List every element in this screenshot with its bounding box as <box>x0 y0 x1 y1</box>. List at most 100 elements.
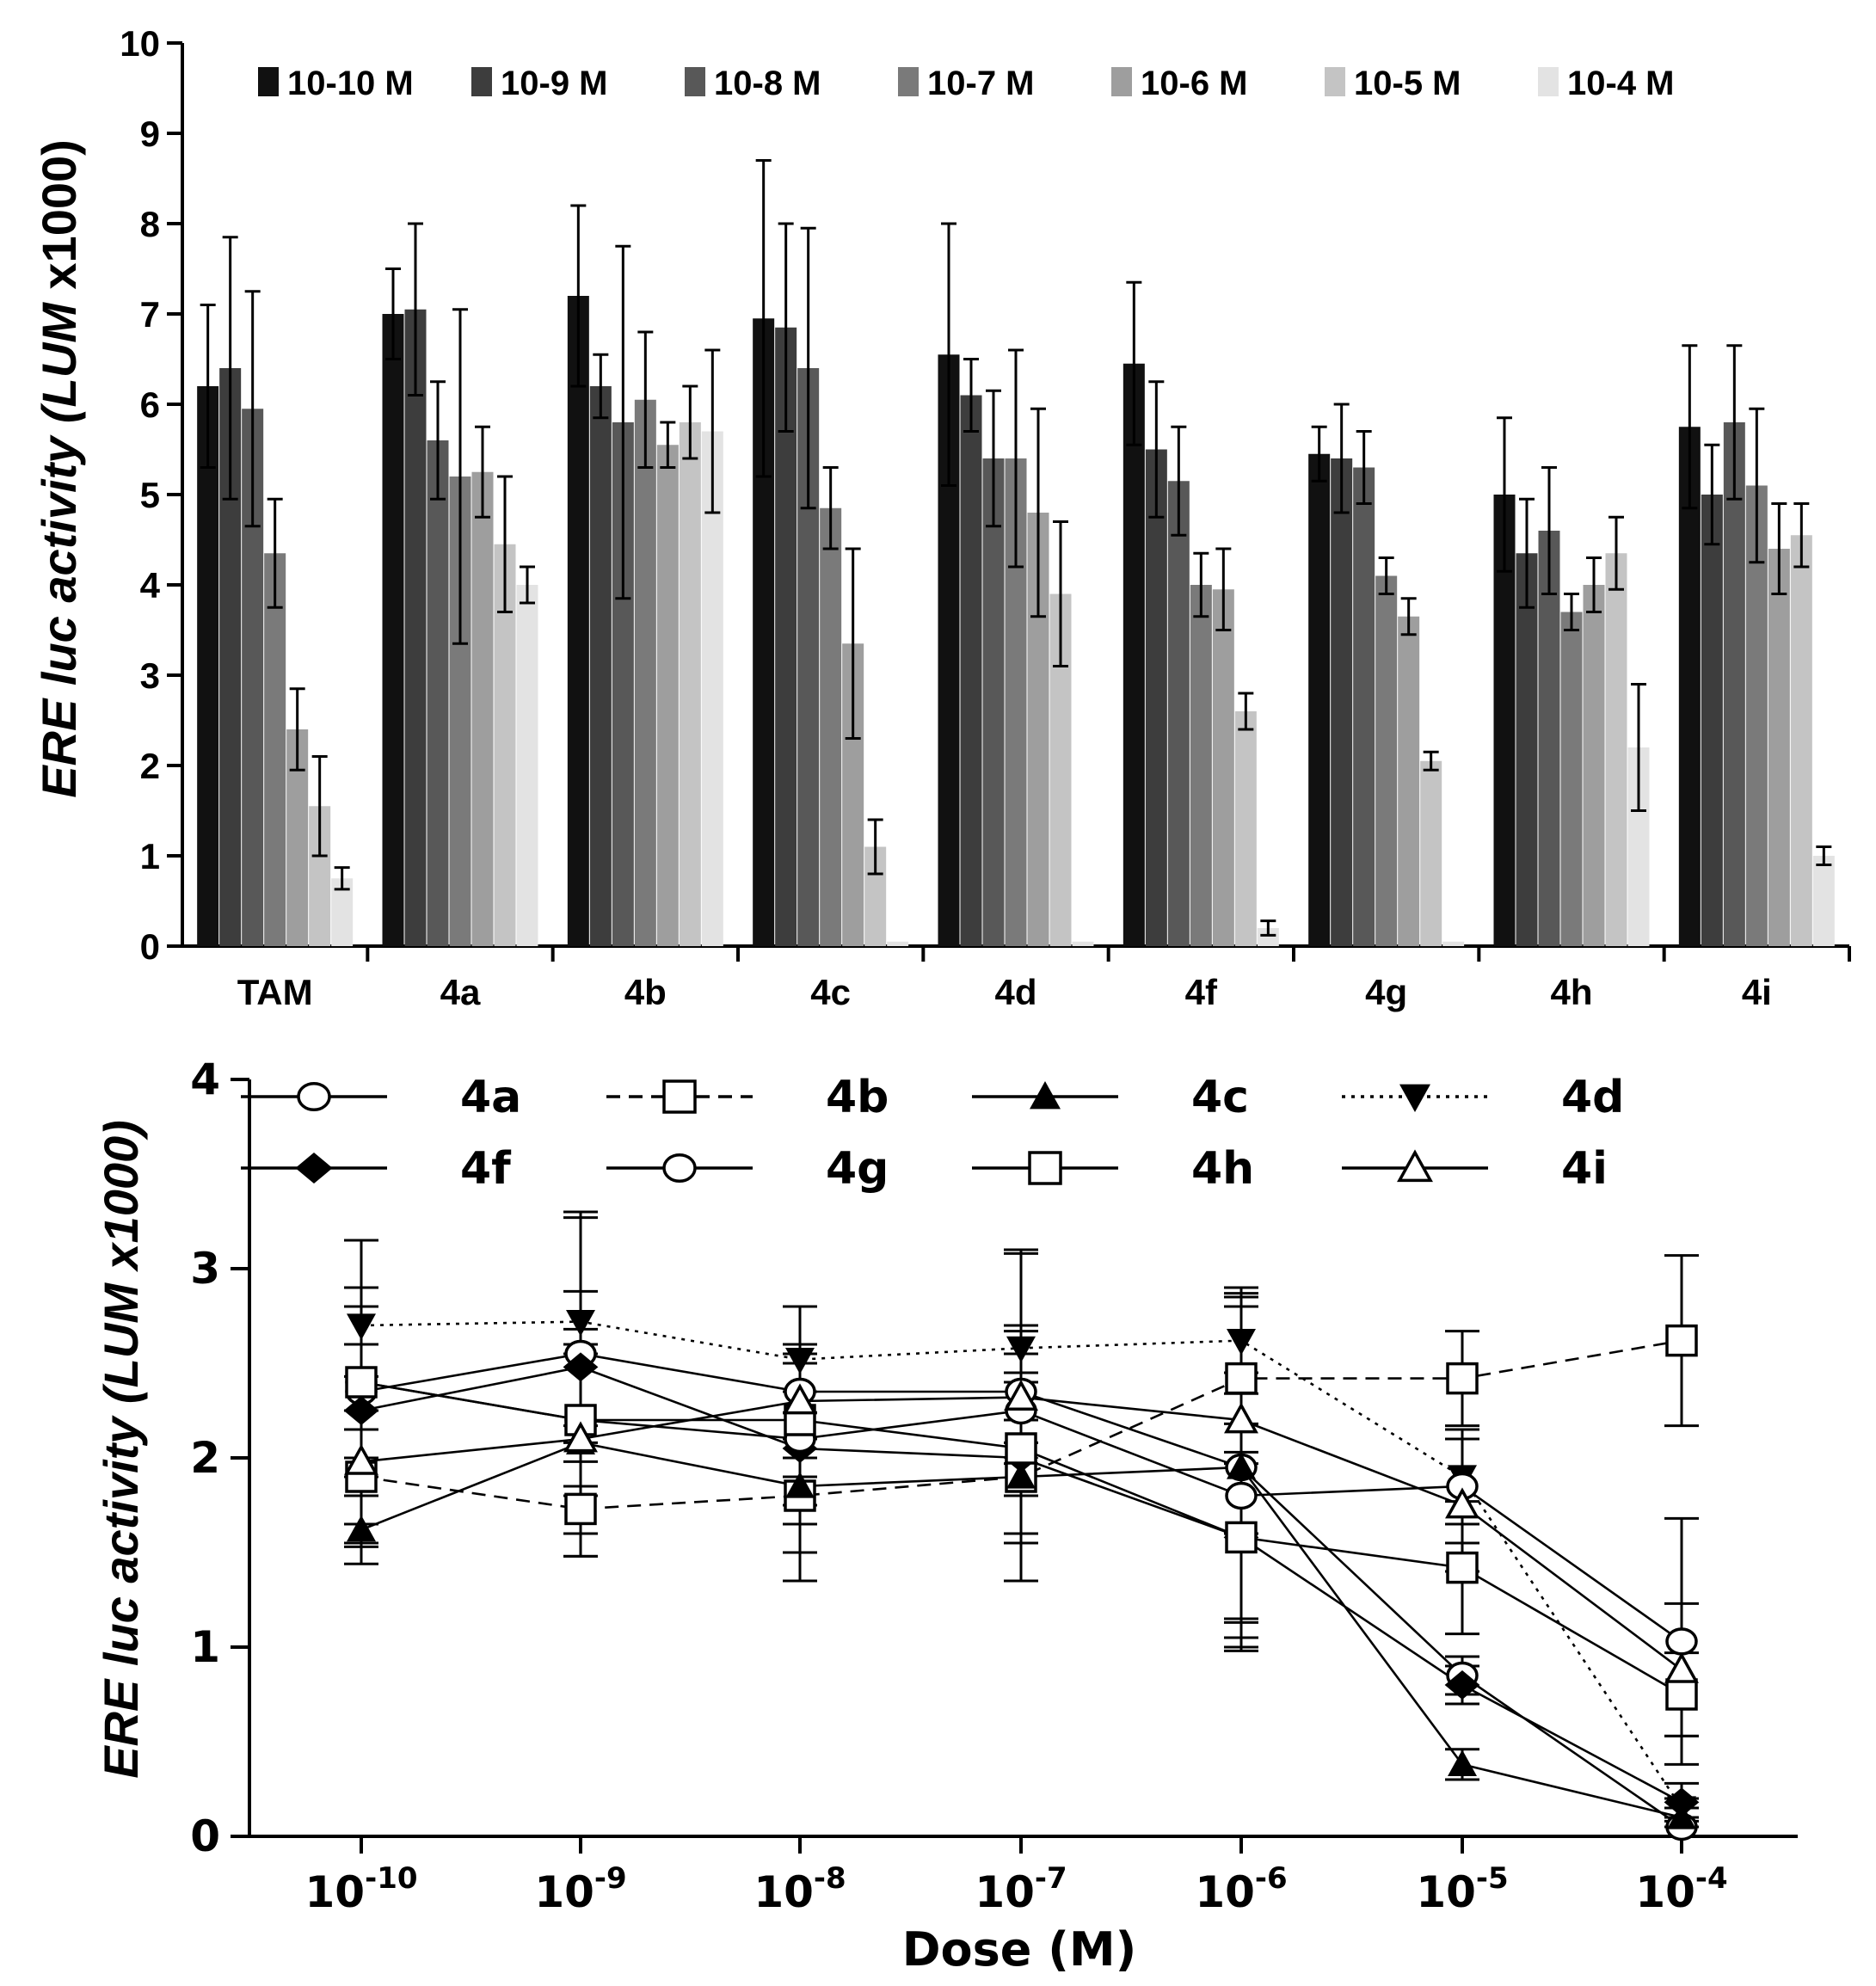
line-x-tick-label: 10-8 <box>753 1861 846 1917</box>
marker-triangle-up <box>1448 1749 1477 1776</box>
bar <box>982 458 1005 946</box>
marker-diamond <box>1444 1670 1480 1700</box>
marker-triangle-up-open <box>344 1443 378 1475</box>
bar <box>1790 535 1812 946</box>
tick-exponent: -8 <box>814 1861 846 1896</box>
tick-base: 10 <box>1635 1867 1695 1917</box>
marker-triangle-up-open <box>1397 1149 1433 1183</box>
tick-exponent: -5 <box>1476 1861 1509 1896</box>
bar <box>1583 585 1605 946</box>
bar-category-label: 4h <box>1550 972 1592 1012</box>
bar <box>1560 612 1583 946</box>
bar-y-tick-label: 10 <box>120 23 160 64</box>
marker-square <box>564 1492 597 1526</box>
bar <box>820 507 842 946</box>
tick-base: 10 <box>975 1867 1035 1917</box>
bar <box>887 941 909 946</box>
line-chart-y-axis-label: ERE luc activity (LUM x1000) <box>94 1120 148 1779</box>
line-legend-label: 4i <box>1561 1143 1608 1195</box>
line-legend-label: 4f <box>460 1143 512 1195</box>
bar-category-label: 4f <box>1185 972 1218 1012</box>
bar-category-label: 4d <box>994 972 1036 1012</box>
bar <box>960 395 982 946</box>
bar-legend-swatch <box>1538 67 1559 96</box>
bar <box>656 445 679 946</box>
bar-category-label: 4i <box>1742 972 1772 1012</box>
marker-square <box>1665 1324 1698 1357</box>
bar <box>1331 458 1353 946</box>
bar-legend-label: 10-7 M <box>927 65 1035 102</box>
marker-triangle-up-open <box>1004 1379 1038 1411</box>
line-y-tick-label: 0 <box>190 1811 220 1861</box>
marker-square <box>1225 1521 1258 1554</box>
line-y-tick-label: 3 <box>190 1244 220 1294</box>
marker-triangle-up <box>1227 1453 1256 1479</box>
bar <box>1701 495 1723 946</box>
bar <box>1353 467 1375 946</box>
marker-triangle-up <box>785 1472 815 1498</box>
bar-legend-swatch <box>471 67 492 96</box>
marker-square <box>662 1079 697 1114</box>
bar-y-tick-label: 4 <box>140 565 161 606</box>
marker-triangle-down <box>1006 1336 1036 1363</box>
bar-y-tick-label: 2 <box>140 746 160 786</box>
marker-square <box>1446 1362 1479 1395</box>
line-legend-label: 4g <box>826 1143 889 1195</box>
bar <box>1420 760 1442 946</box>
bar <box>1234 711 1257 946</box>
line-chart-legend: 4a 4b 4c 4d 4f 4g 4h 4i <box>241 1072 1624 1195</box>
bar-chart-y-axis-label: ERE luc activity (LUM x1000) <box>32 139 86 798</box>
bar <box>1257 928 1279 946</box>
bar-category-label: 4a <box>440 972 481 1012</box>
marker-triangle-up <box>347 1515 376 1542</box>
bar <box>1516 553 1538 946</box>
tick-base: 10 <box>753 1867 814 1917</box>
bar-y-tick-label: 6 <box>140 384 160 425</box>
bar-y-tick-label: 8 <box>140 204 160 244</box>
line-x-tick-label: 10-9 <box>534 1861 626 1917</box>
bar <box>1768 549 1790 946</box>
line-x-tick-label: 10-6 <box>1195 1861 1287 1917</box>
marker-triangle-down <box>566 1310 595 1337</box>
marker-triangle-up <box>1030 1081 1061 1110</box>
marker-square <box>345 1366 378 1399</box>
bar-category-label: 4b <box>624 972 667 1012</box>
line-x-tick-label: 10-5 <box>1416 1861 1508 1917</box>
marker-triangle-down <box>785 1348 815 1374</box>
bar <box>1145 449 1167 946</box>
marker-circle <box>662 1153 697 1184</box>
bar <box>264 553 286 946</box>
tick-base: 10 <box>304 1867 365 1917</box>
marker-diamond <box>343 1396 379 1425</box>
bar-category-label: TAM <box>237 972 313 1012</box>
bar <box>516 585 538 946</box>
bar-legend-label: 10-8 M <box>714 65 821 102</box>
line-chart-marks <box>343 1210 1700 1842</box>
bar <box>1123 363 1145 946</box>
tick-exponent: -4 <box>1695 1861 1728 1896</box>
marker-diamond <box>1664 1787 1700 1817</box>
tick-base: 10 <box>1416 1867 1476 1917</box>
bar <box>1190 585 1212 946</box>
bar <box>701 431 723 946</box>
bar <box>1167 481 1190 946</box>
bar <box>1678 427 1701 946</box>
bar-legend-swatch <box>1111 67 1132 96</box>
bar <box>427 440 449 946</box>
tick-exponent: -6 <box>1255 1861 1288 1896</box>
bar <box>197 386 219 946</box>
bar-legend-swatch <box>258 67 279 96</box>
marker-diamond <box>563 1352 599 1382</box>
line-x-tick-label: 10-4 <box>1635 1861 1727 1917</box>
bar-ylabel-part-1: ERE luc activity ( <box>32 403 86 798</box>
bar-y-tick-label: 9 <box>140 114 160 154</box>
marker-triangle-up-open <box>1445 1487 1479 1519</box>
bar <box>589 386 612 946</box>
bar-legend-label: 10-6 M <box>1141 65 1248 102</box>
bar <box>634 399 656 946</box>
bar-ylabel-part-2: LUM <box>32 302 86 408</box>
bar <box>1308 453 1331 946</box>
line-y-tick-label: 4 <box>190 1054 220 1104</box>
bar <box>1538 531 1560 946</box>
